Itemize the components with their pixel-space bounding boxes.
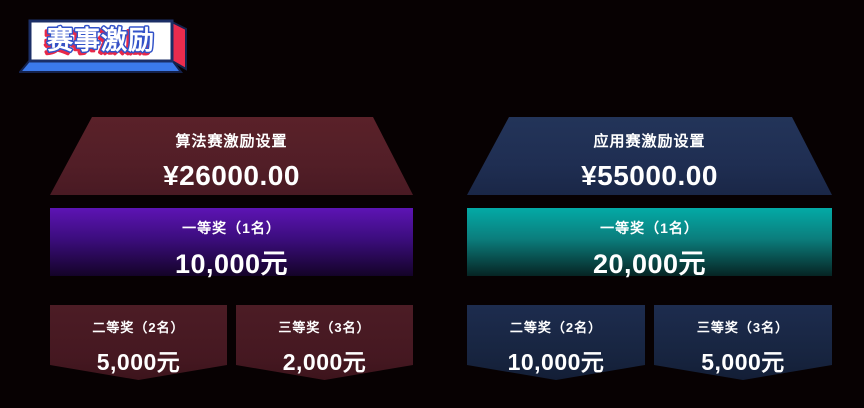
first-prize-label: 一等奖（1名） xyxy=(182,220,281,236)
application-third-prize-banner: 三等奖（3名） 5,000元 xyxy=(654,305,832,380)
algorithm-secondary-prizes: 二等奖（2名） 5,000元 三等奖（3名） 2,000元 xyxy=(50,305,413,380)
application-first-prize-bar: 一等奖（1名） 20,000元 xyxy=(467,208,832,279)
algorithm-prize-column: 算法赛激励设置 ¥26000.00 一等奖（1名） 10,000元 二等奖（2名… xyxy=(50,117,413,380)
badge-side-face xyxy=(171,20,187,71)
algorithm-header-trapezoid: 算法赛激励设置 ¥26000.00 xyxy=(50,117,413,195)
third-prize-amount: 2,000元 xyxy=(282,349,367,375)
third-prize-label: 三等奖（3名） xyxy=(278,320,371,335)
application-header-trapezoid: 应用赛激励设置 ¥55000.00 xyxy=(467,117,832,195)
algorithm-first-prize-bar: 一等奖（1名） 10,000元 xyxy=(50,208,413,279)
badge-3d-box: 赛事激励 赛事激励 xyxy=(17,19,187,73)
first-prize-amount: 10,000元 xyxy=(174,249,289,279)
application-prize-column: 应用赛激励设置 ¥55000.00 一等奖（1名） 20,000元 二等奖（2名… xyxy=(467,117,832,380)
application-second-prize-banner: 二等奖（2名） 10,000元 xyxy=(467,305,645,380)
first-prize-amount: 20,000元 xyxy=(592,249,707,279)
application-secondary-prizes: 二等奖（2名） 10,000元 三等奖（3名） 5,000元 xyxy=(467,305,832,380)
section-title-badge: 赛事激励 赛事激励 xyxy=(17,13,197,77)
third-prize-label: 三等奖（3名） xyxy=(696,320,790,335)
second-prize-amount: 5,000元 xyxy=(96,349,181,375)
second-prize-amount: 10,000元 xyxy=(507,349,605,375)
badge-title-shadow: 赛事激励 xyxy=(43,28,152,58)
badge-title: 赛事激励 xyxy=(46,25,155,55)
algorithm-third-prize-banner: 三等奖（3名） 2,000元 xyxy=(236,305,413,380)
application-header-label: 应用赛激励设置 xyxy=(593,133,706,150)
algorithm-header-label: 算法赛激励设置 xyxy=(175,133,288,150)
second-prize-label: 二等奖（2名） xyxy=(509,320,603,335)
second-prize-label: 二等奖（2名） xyxy=(92,320,185,335)
application-total-amount: ¥55000.00 xyxy=(581,160,718,191)
algorithm-second-prize-banner: 二等奖（2名） 5,000元 xyxy=(50,305,227,380)
badge-front-face xyxy=(28,19,174,63)
first-prize-label: 一等奖（1名） xyxy=(600,220,699,236)
third-prize-amount: 5,000元 xyxy=(701,349,785,375)
algorithm-total-amount: ¥26000.00 xyxy=(163,160,300,191)
